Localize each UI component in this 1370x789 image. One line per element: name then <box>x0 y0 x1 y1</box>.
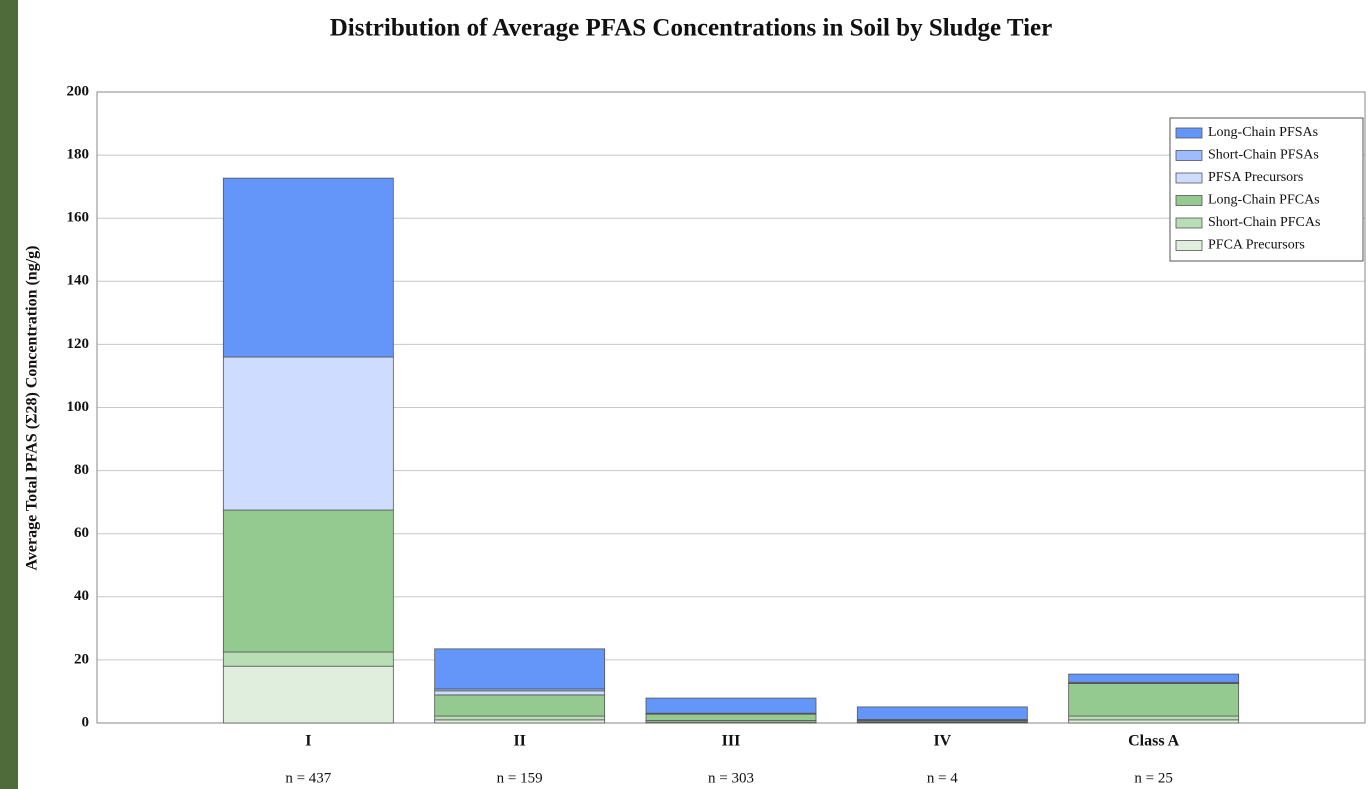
bar-segment <box>223 652 393 666</box>
y-tick-label: 20 <box>74 651 89 667</box>
bar-segment <box>857 707 1027 720</box>
y-tick-label: 0 <box>82 714 90 730</box>
legend-swatch <box>1176 241 1202 251</box>
sample-size: n = 25 <box>1134 770 1172 786</box>
sample-size: n = 159 <box>497 770 543 786</box>
bar-segment <box>223 357 393 510</box>
legend-swatch <box>1176 196 1202 206</box>
x-tick-label: I <box>305 733 311 750</box>
bar-segment <box>1069 674 1239 682</box>
sample-size: n = 4 <box>927 770 958 786</box>
y-tick-label: 80 <box>74 462 89 478</box>
legend-label: Long-Chain PFCAs <box>1208 193 1320 208</box>
chart: Distribution of Average PFAS Concentrati… <box>0 0 1370 789</box>
y-axis-label: Average Total PFAS (Σ28) Concentration (… <box>24 246 41 571</box>
legend-swatch <box>1176 218 1202 228</box>
y-tick-label: 60 <box>74 525 89 541</box>
legend-label: PFSA Precursors <box>1208 170 1303 185</box>
legend-label: Short-Chain PFCAs <box>1208 215 1320 230</box>
bar-segment <box>223 510 393 652</box>
page: {"chart_data": {"type": "stacked_bar", "… <box>0 0 1370 789</box>
y-tick-label: 100 <box>67 399 90 415</box>
bar-segment <box>646 714 816 720</box>
y-tick-label: 120 <box>67 336 90 352</box>
bar-segment <box>435 691 605 695</box>
bar-segment <box>1069 720 1239 723</box>
bar-segment <box>435 720 605 723</box>
x-tick-label: II <box>513 733 525 750</box>
legend-label: Long-Chain PFSAs <box>1208 125 1318 140</box>
legend-swatch <box>1176 173 1202 183</box>
chart-title: Distribution of Average PFAS Concentrati… <box>330 15 1053 42</box>
x-tick-label: III <box>722 733 741 750</box>
bar-segment <box>646 698 816 713</box>
y-tick-label: 200 <box>67 83 90 99</box>
legend-swatch <box>1176 151 1202 161</box>
x-tick-label: Class A <box>1128 733 1180 750</box>
legend-swatch <box>1176 128 1202 138</box>
bar-segment <box>1069 684 1239 716</box>
bar-segment <box>1069 716 1239 720</box>
bar-segment <box>435 695 605 716</box>
bar-segment <box>435 649 605 689</box>
y-tick-label: 40 <box>74 588 89 604</box>
sample-size: n = 437 <box>285 770 331 786</box>
legend-label: PFCA Precursors <box>1208 238 1305 253</box>
y-tick-label: 180 <box>67 147 90 163</box>
y-tick-label: 140 <box>67 273 90 289</box>
sample-size: n = 303 <box>708 770 754 786</box>
bar-segment <box>223 666 393 723</box>
bar-segment <box>435 716 605 720</box>
y-tick-label: 160 <box>67 210 90 226</box>
x-tick-label: IV <box>933 733 951 750</box>
bar-segment <box>223 178 393 357</box>
legend-label: Short-Chain PFSAs <box>1208 148 1319 163</box>
